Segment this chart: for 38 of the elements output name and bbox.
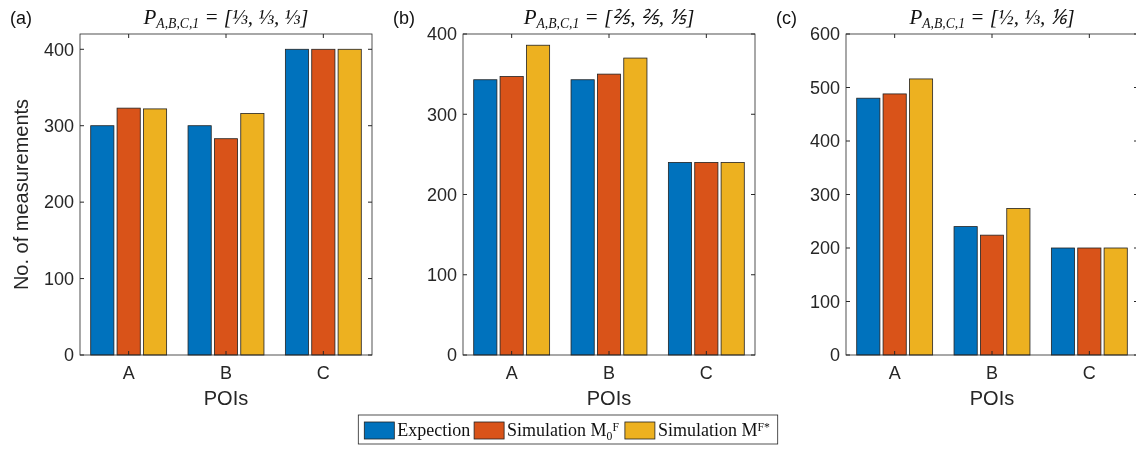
x-tick-label: C (699, 363, 713, 383)
text: (a) (10, 8, 32, 28)
x-tick-label: C (316, 363, 330, 383)
x-axis-title: POIs (203, 387, 249, 409)
x-tick-label: A (888, 363, 901, 383)
y-tick-label: 100 (43, 268, 74, 289)
y-tick-label: 300 (426, 104, 457, 125)
x-tick-label: B (985, 363, 999, 383)
y-tick-label: 0 (446, 345, 457, 366)
legend-label: Simulation M$^{F*}$ (657, 420, 770, 440)
y-tick-label: 200 (426, 184, 457, 205)
x-tick-label: B (602, 363, 616, 383)
y-tick-label: 0 (63, 345, 74, 366)
y-tick-label: 200 (809, 238, 840, 259)
y-tick-label: 600 (809, 24, 840, 45)
x-tick-label: C (1082, 363, 1096, 383)
y-tick-label: 400 (809, 131, 840, 152)
y-tick-label: 0 (829, 345, 840, 366)
y-tick-label: 300 (809, 184, 840, 205)
chart-title: P$_{A,B,C,1}$ = [½, ⅓, ⅙] (908, 5, 1075, 32)
y-tick-label: 400 (426, 24, 457, 45)
y-tick-label: 500 (809, 77, 840, 98)
x-tick-label: B (219, 363, 233, 383)
y-tick-label: 200 (43, 192, 74, 213)
text: (b) (393, 8, 415, 28)
chart-title: P$_{A,B,C,1}$ = [⅓, ⅓, ⅓] (142, 5, 309, 32)
legend-label: Expection (397, 420, 471, 440)
chart-title: P$_{A,B,C,1}$ = [⅖, ⅖, ⅕] (522, 5, 695, 32)
x-axis-title: POIs (969, 387, 1015, 409)
y-tick-label: 300 (43, 116, 74, 137)
text: (c) (776, 8, 797, 28)
x-tick-label: A (505, 363, 518, 383)
y-tick-label: 400 (43, 39, 74, 60)
y-tick-label: 100 (809, 291, 840, 312)
x-tick-label: A (122, 363, 135, 383)
y-axis-title: No. of measurements (10, 98, 32, 291)
x-axis-title: POIs (586, 387, 632, 409)
y-tick-label: 100 (426, 265, 457, 286)
